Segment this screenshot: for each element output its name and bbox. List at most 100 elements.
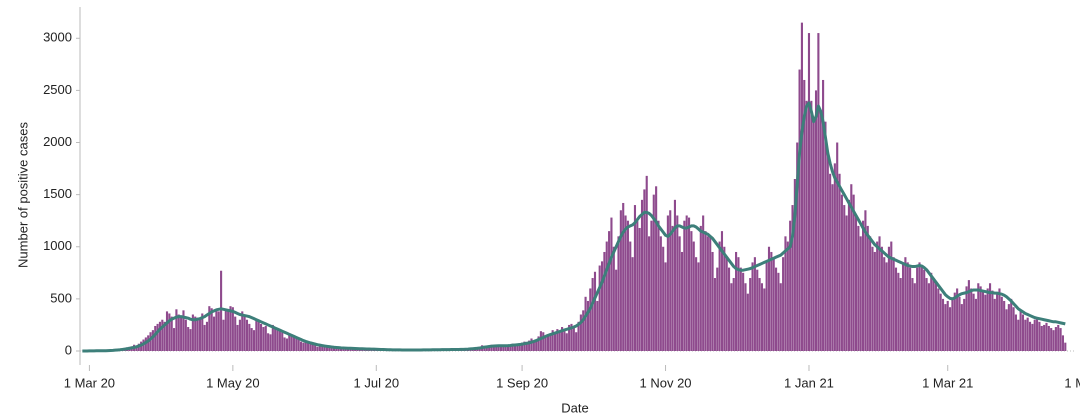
bar xyxy=(960,304,963,351)
bar xyxy=(532,341,535,351)
bar xyxy=(1052,330,1055,351)
bar xyxy=(727,267,731,351)
bar xyxy=(958,296,961,351)
bar xyxy=(187,327,190,351)
bar xyxy=(838,173,841,351)
bar xyxy=(1045,322,1048,351)
bar xyxy=(953,292,956,351)
bar xyxy=(619,210,622,351)
bar xyxy=(836,142,839,351)
bar xyxy=(913,283,916,351)
bar xyxy=(941,298,945,351)
bar xyxy=(299,341,303,351)
bar xyxy=(177,314,180,351)
bar xyxy=(871,246,874,351)
bar xyxy=(250,328,253,351)
bar xyxy=(967,280,970,351)
bar xyxy=(328,346,331,351)
bar xyxy=(537,336,540,351)
bar xyxy=(897,272,900,351)
bar xyxy=(535,339,538,351)
bar xyxy=(685,215,688,351)
bar xyxy=(683,220,686,351)
y-tick-label: 500 xyxy=(50,290,72,305)
y-tick-label: 1000 xyxy=(43,238,72,253)
bar xyxy=(777,272,780,351)
bar xyxy=(521,342,524,351)
bar xyxy=(659,236,662,351)
bar xyxy=(673,199,676,351)
bar xyxy=(180,315,183,351)
bar xyxy=(629,241,632,351)
bar xyxy=(852,194,855,351)
bar xyxy=(147,335,150,351)
bar xyxy=(1014,314,1017,351)
bar xyxy=(655,186,658,351)
bar xyxy=(965,286,968,351)
bar xyxy=(516,345,519,351)
bar xyxy=(506,344,510,351)
bar xyxy=(946,300,949,351)
bar xyxy=(144,337,147,351)
bar xyxy=(269,334,272,351)
bar xyxy=(824,121,827,352)
bar xyxy=(158,321,162,351)
bar xyxy=(749,278,752,351)
bar xyxy=(1033,319,1036,351)
bar xyxy=(859,236,862,351)
bar xyxy=(706,236,709,351)
bar xyxy=(702,215,705,351)
bar xyxy=(784,236,787,351)
bar xyxy=(513,344,517,351)
bar xyxy=(561,327,564,351)
bar xyxy=(610,217,613,351)
bar xyxy=(930,272,933,351)
bar xyxy=(657,220,660,351)
bar xyxy=(135,345,138,351)
bar xyxy=(598,265,601,351)
bar xyxy=(304,341,307,351)
bar xyxy=(643,189,646,351)
bar xyxy=(890,241,893,351)
bar xyxy=(751,262,754,351)
bar xyxy=(862,220,865,351)
bar xyxy=(1028,321,1032,351)
bar xyxy=(937,288,940,351)
x-tick-label: 1 Jan 21 xyxy=(784,375,834,390)
bar xyxy=(302,342,305,351)
bar xyxy=(1040,325,1043,351)
bar xyxy=(883,257,886,351)
bar xyxy=(499,345,502,351)
bar xyxy=(518,343,521,351)
bar xyxy=(996,293,999,351)
bar xyxy=(252,330,256,351)
bar xyxy=(1061,335,1065,351)
bar xyxy=(175,309,178,351)
bar xyxy=(248,323,251,351)
bar xyxy=(652,194,655,351)
bar xyxy=(241,311,244,351)
bar xyxy=(217,311,220,351)
bar xyxy=(603,251,606,351)
bar xyxy=(339,347,343,351)
bar xyxy=(981,290,985,351)
bar xyxy=(878,236,881,351)
bar xyxy=(1021,314,1025,351)
bar xyxy=(772,257,775,351)
bar xyxy=(765,262,768,351)
bar xyxy=(196,317,199,351)
bar xyxy=(281,332,284,351)
bar xyxy=(528,340,531,351)
bar xyxy=(553,333,557,351)
bar xyxy=(758,278,761,351)
bar xyxy=(704,231,707,351)
bar xyxy=(283,337,286,351)
bar xyxy=(880,246,883,351)
bar xyxy=(170,316,173,351)
bar xyxy=(502,346,505,351)
bar xyxy=(869,236,872,351)
bar xyxy=(325,346,328,351)
bar xyxy=(608,231,611,351)
bar xyxy=(1043,324,1046,351)
bar xyxy=(276,330,279,351)
